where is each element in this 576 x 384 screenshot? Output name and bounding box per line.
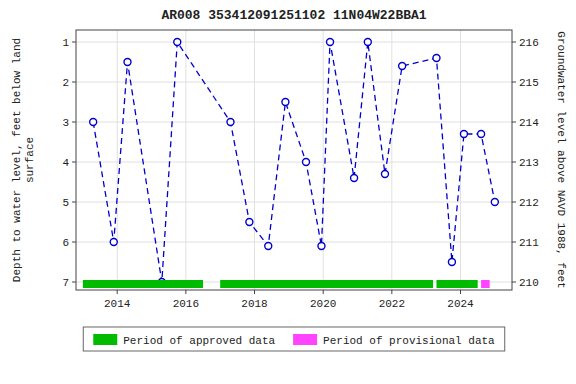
y2-tick-label: 214 xyxy=(519,117,539,129)
y-tick xyxy=(72,82,76,83)
legend-label: Period of approved data xyxy=(123,335,275,347)
grid-line-y xyxy=(76,82,512,83)
legend: Period of approved data Period of provisi… xyxy=(83,327,504,351)
x-tick-label: 2014 xyxy=(104,298,131,310)
series-point xyxy=(124,59,131,66)
x-tick-label: 2020 xyxy=(310,298,336,310)
series-point xyxy=(265,243,272,250)
axes: 2014 2016 2018 2020 2022 2024 1 2 3 4 5 6 7 210 211 212… xyxy=(62,37,539,310)
chart: 2014 2016 2018 2020 2022 2024 1 2 3 4 5 6 7 210 211 212… xyxy=(0,0,576,384)
x-tick xyxy=(391,290,392,294)
y-axis-label: Depth to water level, feet below landsur… xyxy=(11,38,36,282)
y-tick-label: 6 xyxy=(62,237,69,249)
grid-line-x xyxy=(391,30,392,290)
y2-tick xyxy=(512,122,516,123)
grid-line-x xyxy=(323,30,324,290)
series-point xyxy=(303,159,310,166)
series-point xyxy=(110,239,117,246)
y-tick-label: 4 xyxy=(62,157,69,169)
x-tick xyxy=(460,290,461,294)
x-tick xyxy=(185,290,186,294)
series-point xyxy=(282,99,289,106)
x-tick-label: 2018 xyxy=(241,298,267,310)
y-tick xyxy=(72,122,76,123)
y2-tick xyxy=(512,42,516,43)
grid-line-y xyxy=(76,242,512,243)
y-tick xyxy=(72,202,76,203)
grid-line-x xyxy=(254,30,255,290)
y-tick xyxy=(72,242,76,243)
plot-frame xyxy=(76,30,512,290)
legend-frame xyxy=(83,327,504,351)
x-tick xyxy=(254,290,255,294)
y2-tick-label: 210 xyxy=(519,277,539,289)
series-point xyxy=(399,63,406,70)
series-point xyxy=(351,175,358,182)
x-tick xyxy=(323,290,324,294)
series-point xyxy=(246,219,253,226)
y-axis-label-line: surface xyxy=(24,137,36,183)
series-point xyxy=(448,259,455,266)
series-point xyxy=(318,243,325,250)
y-tick xyxy=(72,282,76,283)
period-bar xyxy=(220,280,433,288)
x-tick-label: 2022 xyxy=(379,298,405,310)
y-tick-label: 1 xyxy=(62,37,69,49)
series-point xyxy=(460,131,467,138)
legend-swatch xyxy=(293,334,317,345)
x-tick xyxy=(117,290,118,294)
y2-axis-label: Groundwater level above NAVD 1988, feet xyxy=(555,31,567,288)
grid xyxy=(76,30,512,290)
y2-tick xyxy=(512,162,516,163)
legend-swatch xyxy=(93,334,117,345)
y2-tick xyxy=(512,242,516,243)
series-point xyxy=(381,171,388,178)
y2-tick xyxy=(512,82,516,83)
grid-line-x xyxy=(185,30,186,290)
grid-line-y xyxy=(76,202,512,203)
legend-label: Period of provisional data xyxy=(323,335,495,347)
series-point xyxy=(433,55,440,62)
y2-tick xyxy=(512,282,516,283)
y2-tick-label: 216 xyxy=(519,37,539,49)
y-axis-label-line: Depth to water level, feet below land xyxy=(11,38,23,282)
period-bar xyxy=(436,280,477,288)
title: AR008 353412091251102 11N04W22BBA1 xyxy=(161,8,426,23)
series-point xyxy=(364,39,371,46)
y-tick-label: 5 xyxy=(62,197,69,209)
y-tick xyxy=(72,162,76,163)
x-tick-label: 2016 xyxy=(173,298,199,310)
y2-tick xyxy=(512,202,516,203)
period-bar xyxy=(481,280,490,288)
series-line xyxy=(93,42,495,282)
x-tick-label: 2024 xyxy=(447,298,474,310)
series-point xyxy=(327,39,334,46)
y-tick-label: 3 xyxy=(62,117,69,129)
y-tick-label: 7 xyxy=(62,277,69,289)
y-tick xyxy=(72,42,76,43)
period-bar xyxy=(83,280,203,288)
series-point xyxy=(491,199,498,206)
plot-data xyxy=(83,39,498,289)
y2-tick-label: 213 xyxy=(519,157,539,169)
grid-line-y xyxy=(76,122,512,123)
series-point xyxy=(90,119,97,126)
page: {"chart_data": { "type": "line", "title"… xyxy=(0,0,576,384)
y2-tick-label: 215 xyxy=(519,77,539,89)
y2-tick-label: 212 xyxy=(519,197,539,209)
grid-line-y xyxy=(76,42,512,43)
y2-tick-label: 211 xyxy=(519,237,539,249)
grid-line-x xyxy=(117,30,118,290)
series-point xyxy=(174,39,181,46)
grid-line-y xyxy=(76,162,512,163)
series-point xyxy=(227,119,234,126)
plot-background xyxy=(76,30,512,290)
series-point xyxy=(478,131,485,138)
y-tick-label: 2 xyxy=(62,77,69,89)
